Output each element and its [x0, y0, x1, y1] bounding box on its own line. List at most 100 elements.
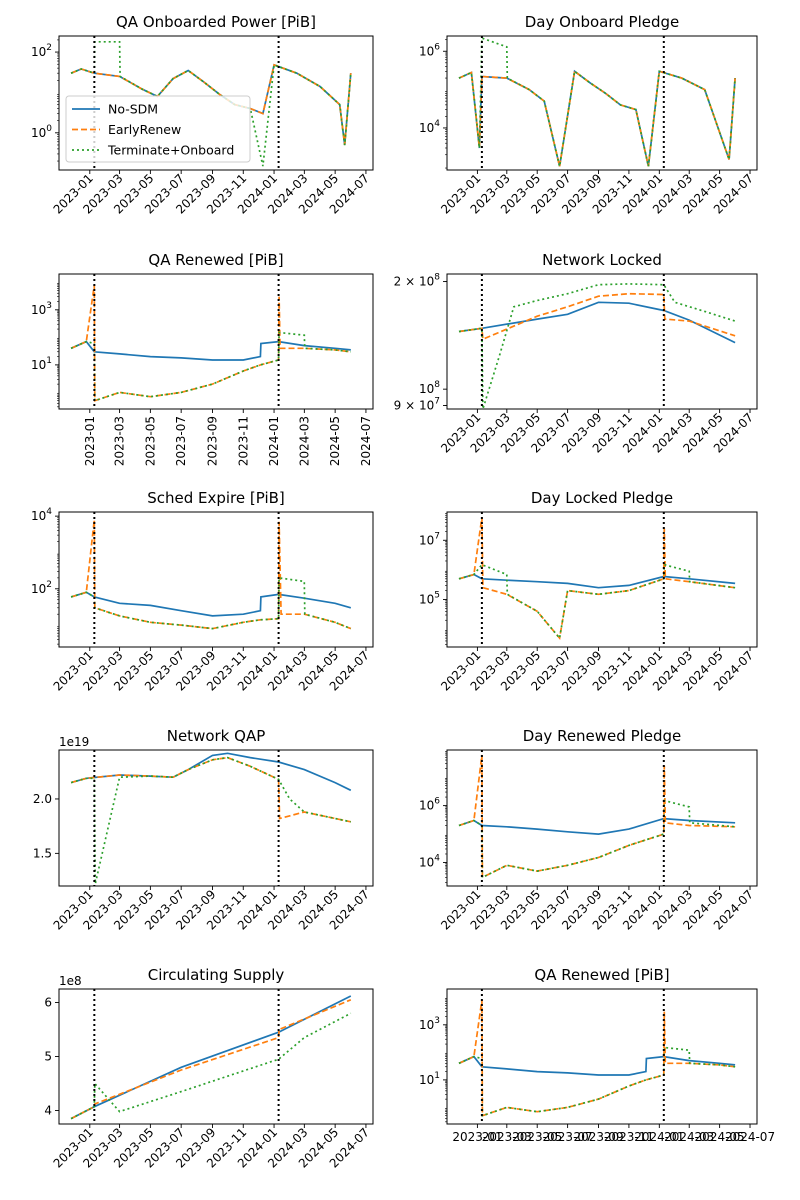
x-tick-label: 2023-03	[113, 416, 127, 466]
panel-title: Sched Expire [PiB]	[147, 489, 285, 507]
panel-title: QA Renewed [PiB]	[534, 966, 669, 984]
y-tick-label: 1.5	[33, 846, 52, 860]
x-tick-label: 2023-03	[482, 1130, 532, 1144]
panel-8: Day Renewed Pledge1041062023-012023-0320…	[419, 727, 758, 933]
series-line-terminate-onboard	[70, 40, 352, 167]
panel-title: Network Locked	[542, 251, 662, 269]
axes-frame	[446, 988, 758, 1125]
x-tick-label: 2023-07	[174, 416, 188, 466]
y-tick-label: 9 × 107	[394, 397, 440, 413]
series-line-no-sdm	[70, 591, 352, 617]
y-tick-label: 2 × 108	[394, 273, 441, 289]
y-tick-label: 5	[44, 1050, 52, 1064]
y-tick-label: 104	[419, 119, 440, 135]
panel-1: QA Onboarded Power [PiB]1001022023-01202…	[31, 13, 374, 217]
series-line-terminate-onboard	[70, 576, 352, 630]
x-tick-label: 2024-01	[267, 416, 281, 466]
panel-6: Day Locked Pledge1051072023-012023-03202…	[419, 489, 758, 694]
axes-frame	[58, 273, 374, 410]
series-line-no-sdm	[458, 573, 736, 589]
y-tick-label: 102	[31, 43, 52, 59]
axes-frame	[446, 35, 758, 171]
x-tick-label: 2023-07	[543, 1130, 593, 1144]
series-line-terminate-onboard	[458, 283, 736, 409]
panel-title: Day Locked Pledge	[531, 489, 673, 507]
panel-title: Network QAP	[167, 727, 266, 745]
series-line-terminate-onboard	[70, 756, 351, 884]
x-tick-label: 2024-03	[664, 1130, 714, 1144]
series-line-terminate-onboard	[458, 563, 736, 641]
series-line-no-sdm	[458, 817, 736, 835]
y-tick-label: 104	[31, 507, 52, 523]
series-line-earlyrenew	[458, 69, 736, 167]
y-tick-label: 2.0	[33, 792, 52, 806]
panel-2: Day Onboard Pledge1041062023-012023-0320…	[419, 13, 758, 217]
x-tick-label: 2023-09	[573, 1130, 623, 1144]
axes-frame	[446, 749, 758, 887]
series-line-earlyrenew	[458, 517, 736, 641]
series-line-terminate-onboard	[458, 36, 736, 167]
y-tick-label: 100	[31, 124, 52, 140]
y-tick-label: 6	[44, 996, 52, 1010]
series-line-no-sdm	[458, 1055, 736, 1076]
y-tick-label: 108	[419, 380, 440, 396]
x-tick-label: 2023-05	[143, 416, 157, 466]
axes-frame	[58, 511, 374, 648]
series-line-terminate-onboard	[458, 799, 736, 879]
panel-title: QA Renewed [PiB]	[148, 251, 283, 269]
x-tick-label: 2023-01	[83, 416, 97, 466]
y-tick-label: 104	[419, 854, 440, 870]
y-tick-label: 102	[31, 580, 52, 596]
x-tick-label: 2024-03	[297, 416, 311, 466]
series-line-earlyrenew	[70, 284, 351, 402]
panel-7: Network QAP1.52.01e192023-012023-032023-…	[33, 727, 374, 933]
x-tick-label: 2024-07	[725, 1130, 775, 1144]
axes-frame	[58, 35, 374, 171]
series-line-terminate-onboard	[70, 1012, 352, 1120]
series-line-terminate-onboard	[458, 1046, 736, 1117]
x-tick-label: 2024-05	[695, 1130, 745, 1144]
x-tick-label: 2023-05	[512, 1130, 562, 1144]
x-tick-label: 2024-01	[634, 1130, 684, 1144]
y-tick-label: 4	[44, 1104, 52, 1118]
series-line-no-sdm	[70, 995, 352, 1120]
legend: No-SDM EarlyRenew Terminate+Onboard	[65, 95, 251, 163]
axes-frame	[58, 749, 374, 887]
y-offset-label: 1e19	[59, 735, 89, 749]
series-line-earlyrenew	[458, 754, 736, 879]
panel-title: QA Onboarded Power [PiB]	[116, 13, 316, 31]
panel-title: Day Renewed Pledge	[523, 727, 682, 745]
panel-10: QA Renewed [PiB]1011032023-012023-032023…	[419, 966, 775, 1144]
series-line-earlyrenew	[70, 756, 351, 823]
series-line-earlyrenew	[458, 999, 736, 1117]
y-tick-label: 101	[419, 1071, 440, 1087]
series-line-earlyrenew	[70, 999, 352, 1120]
axes-frame	[446, 511, 758, 648]
y-tick-label: 106	[419, 797, 440, 813]
y-tick-label: 107	[419, 531, 440, 547]
legend-label: No-SDM	[108, 102, 158, 117]
legend-label: EarlyRenew	[108, 122, 181, 137]
y-offset-label: 1e8	[59, 974, 82, 988]
y-tick-label: 103	[31, 301, 52, 317]
axes-frame	[446, 273, 758, 410]
y-tick-label: 105	[419, 591, 440, 607]
x-tick-label: 2023-11	[236, 416, 250, 466]
legend-label: Terminate+Onboard	[107, 143, 234, 158]
x-tick-label: 2023-11	[604, 1130, 654, 1144]
panel-5: Sched Expire [PiB]1021042023-012023-0320…	[31, 489, 374, 694]
series-line-earlyrenew	[458, 292, 736, 341]
panel-title: Day Onboard Pledge	[525, 13, 680, 31]
x-tick-label: 2023-09	[205, 416, 219, 466]
series-line-no-sdm	[70, 752, 352, 792]
series-line-earlyrenew	[70, 519, 352, 630]
series-line-no-sdm	[458, 301, 736, 344]
x-tick-label: 2023-01	[452, 1130, 502, 1144]
panel-title: Circulating Supply	[148, 966, 285, 984]
x-tick-label: 2024-07	[359, 416, 373, 466]
series-line-terminate-onboard	[70, 331, 351, 402]
y-tick-label: 106	[419, 42, 440, 58]
panel-9: Circulating Supply4561e82023-012023-0320…	[44, 966, 374, 1171]
